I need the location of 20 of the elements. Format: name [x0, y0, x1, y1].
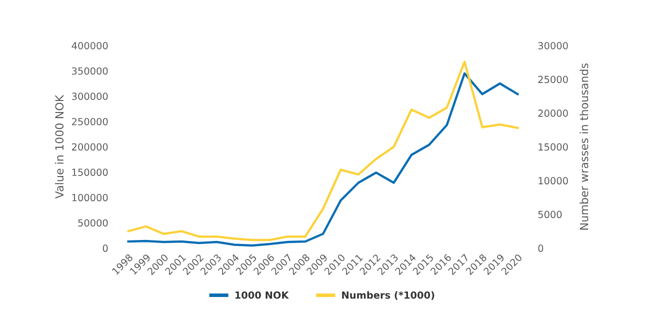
y2-tick-label: 30000: [538, 42, 568, 50]
y2-tick-label: 25000: [538, 76, 568, 84]
y-tick-label: 200000: [72, 143, 108, 151]
y-tick-label: 400000: [72, 42, 108, 50]
y-tick-label: 250000: [72, 118, 108, 126]
y-tick-label: 50000: [78, 219, 108, 227]
legend-label: Numbers (*1000): [342, 291, 434, 300]
y2-tick-label: 20000: [538, 110, 568, 117]
y-tick-label: 0: [102, 244, 108, 252]
y-tick-label: 300000: [72, 92, 108, 100]
y-tick-label: 100000: [72, 194, 108, 202]
y2-tick-label: 10000: [538, 177, 568, 184]
legend-label: 1000 NOK: [235, 291, 290, 299]
y2-tick-label: 0: [538, 244, 544, 252]
y2-tick-label: 15000: [538, 143, 568, 151]
y-axis-title: Value in 1000 NOK: [54, 94, 64, 199]
y2-axis-title: Number wrasses in thousands: [580, 63, 588, 230]
y-tick-label: 150000: [72, 168, 108, 176]
y-tick-label: 350000: [72, 67, 108, 75]
y2-tick-label: 5000: [538, 210, 562, 218]
